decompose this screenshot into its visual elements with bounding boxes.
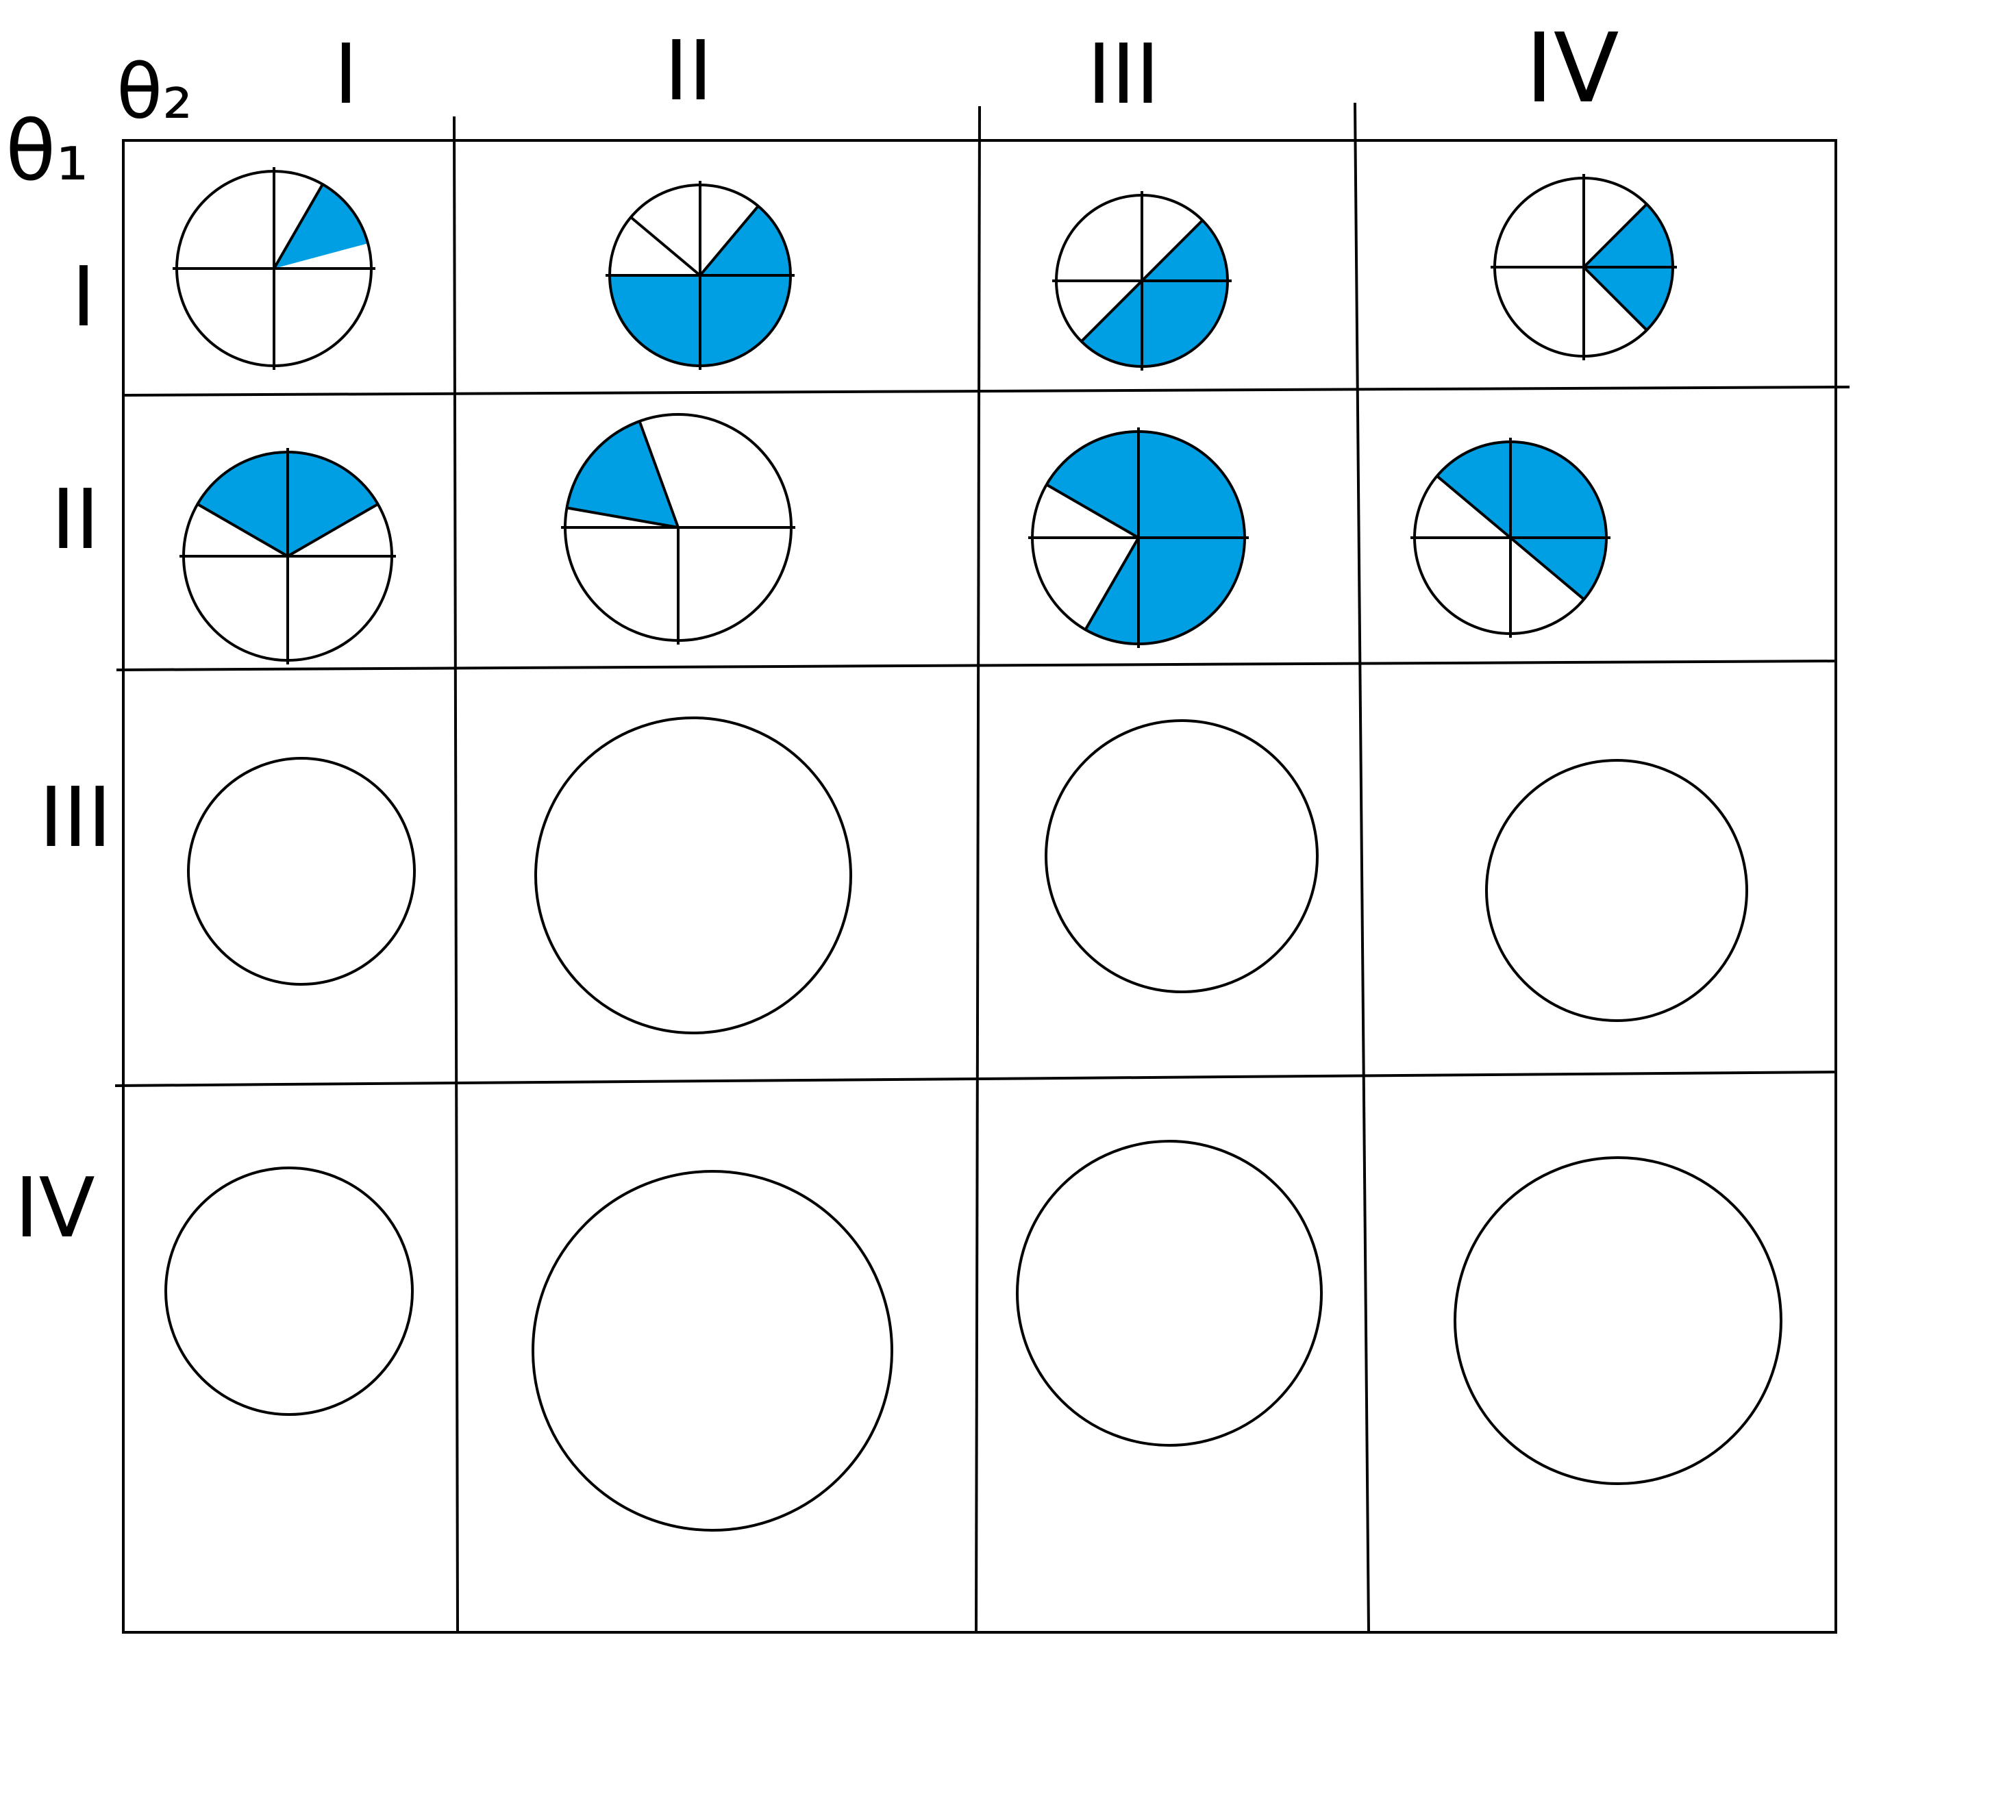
pie-iv-iii-outline <box>1016 1140 1323 1447</box>
pie-iii-iv <box>1485 759 1748 1022</box>
row-header-4: IV <box>14 1161 95 1256</box>
pie-i-iv <box>1491 174 1677 360</box>
pie-i-iv-spoke-2 <box>1582 203 1648 269</box>
pie-ii-ii-spoke-3 <box>567 506 679 529</box>
pie-i-iv-shaded-sector-1 <box>1584 267 1673 330</box>
pie-ii-iv <box>1410 438 1610 638</box>
grid-row-line-1 <box>123 386 1850 397</box>
col-header-4: IV <box>1525 13 1619 125</box>
theta2-axis-label: θ₂ <box>116 48 192 136</box>
col-header-2: II <box>664 24 713 119</box>
grid-col-line-1 <box>453 116 459 1633</box>
pie-i-ii-shaded-sector-2 <box>700 205 791 275</box>
pie-ii-iii-shaded-sector-2 <box>1046 431 1245 538</box>
pie-ii-iv-shaded-sector-1 <box>1510 538 1606 599</box>
pie-ii-iv-shaded-sector-2 <box>1436 441 1606 538</box>
pie-i-iv-shaded-sector-2 <box>1584 204 1673 267</box>
pie-iv-iii <box>1016 1140 1323 1447</box>
pie-iii-iv-outline <box>1485 759 1748 1022</box>
grid-row-line-2 <box>116 660 1837 671</box>
pie-ii-ii <box>561 413 795 645</box>
pie-ii-iv-spoke-3 <box>1436 475 1512 539</box>
pie-i-iii-shaded-sector-2 <box>1142 220 1228 281</box>
pie-ii-iv-spoke-6 <box>1509 536 1585 601</box>
pie-iii-ii-outline <box>534 716 852 1034</box>
pie-ii-i-spoke-4 <box>197 503 288 558</box>
pie-ii-ii-spoke-2 <box>638 421 680 528</box>
pie-i-iv-spoke-6 <box>1582 266 1648 332</box>
pie-iii-iii-outline <box>1045 719 1319 993</box>
pie-i-i-shaded-sector-1 <box>274 184 369 269</box>
pie-i-ii <box>606 181 795 370</box>
grid-col-line-3 <box>1354 102 1370 1633</box>
pie-ii-iii-spoke-3 <box>1045 483 1140 539</box>
row-header-2: II <box>51 473 100 568</box>
grid <box>114 102 1850 1634</box>
pie-i-ii-spoke-4 <box>630 216 701 277</box>
pie-ii-i <box>179 448 396 664</box>
pie-iv-iv <box>1454 1156 1782 1485</box>
pie-iv-i <box>164 1167 414 1416</box>
pie-iv-ii-outline <box>532 1170 893 1532</box>
col-header-1: I <box>334 27 358 123</box>
col-header-3: III <box>1087 27 1160 123</box>
pie-ii-iii-spoke-5 <box>1084 537 1140 631</box>
pie-cells <box>164 167 1782 1532</box>
pie-i-iii-spoke-2 <box>1141 219 1204 282</box>
pie-iv-iv-outline <box>1454 1156 1782 1485</box>
theta1-axis-label: θ₁ <box>5 104 89 199</box>
pie-iii-i <box>187 757 416 986</box>
pie-i-iii-shaded-sector-1 <box>1081 281 1228 366</box>
pie-ii-iii-shaded-sector-1 <box>1085 538 1245 644</box>
pie-ii-i-spoke-2 <box>287 503 379 558</box>
pie-iii-i-outline <box>187 757 416 986</box>
pie-iii-iii <box>1045 719 1319 993</box>
pie-i-iii-spoke-5 <box>1080 279 1143 342</box>
pie-iv-i-outline <box>164 1167 414 1416</box>
grid-col-line-2 <box>975 105 981 1633</box>
grid-row-line-3 <box>114 1071 1837 1087</box>
pie-i-i <box>173 167 375 370</box>
pie-iii-ii <box>534 716 852 1034</box>
pie-ii-ii-shaded-sector-1 <box>567 421 678 527</box>
pie-i-i-spoke-2 <box>273 184 324 269</box>
row-header-1: I <box>71 250 95 345</box>
pie-i-ii-spoke-2 <box>699 205 760 277</box>
row-header-3: III <box>39 771 112 866</box>
pie-ii-iii <box>1028 427 1249 648</box>
pie-iv-ii <box>532 1170 893 1532</box>
pie-i-iii <box>1052 191 1232 371</box>
